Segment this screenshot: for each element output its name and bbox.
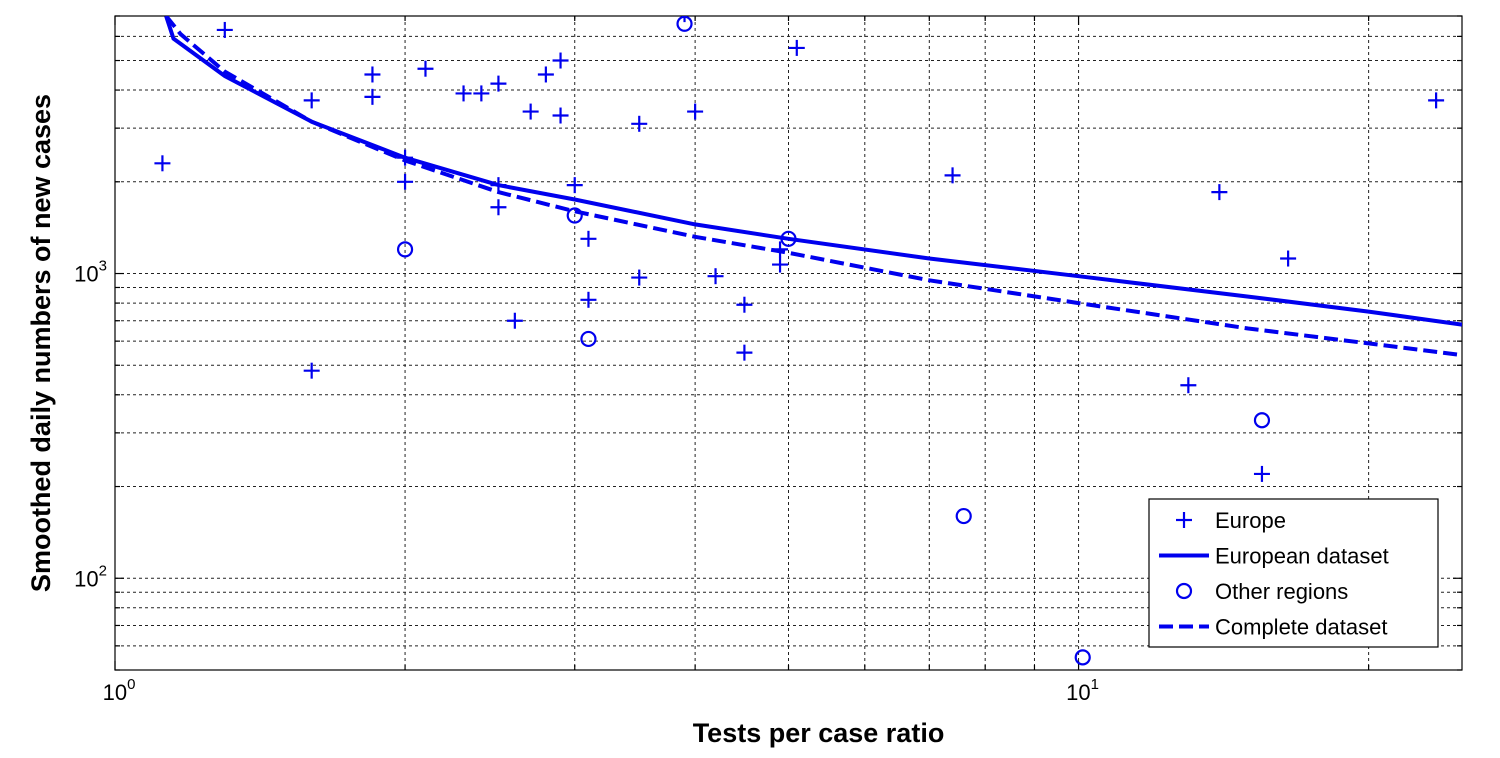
europe-point xyxy=(552,107,569,124)
europe-point xyxy=(788,39,805,56)
legend: Europe European dataset Other regions Compl… xyxy=(1148,498,1439,648)
other-region-point xyxy=(676,16,693,32)
axis-ticks: 100 101 102 103 xyxy=(74,15,1462,705)
x-axis-title: Tests per case ratio xyxy=(693,718,945,748)
europe-point xyxy=(580,230,597,247)
europe-point xyxy=(473,85,490,102)
europe-point xyxy=(707,268,724,285)
series-european-dataset xyxy=(164,16,1462,327)
other-region-point xyxy=(1253,412,1271,429)
y-tick-label: 102 xyxy=(74,562,107,591)
x-tick-label: 101 xyxy=(1066,676,1099,705)
europe-point xyxy=(490,199,507,216)
europe-point xyxy=(566,177,583,194)
legend-label: Europe xyxy=(1215,508,1286,533)
complete-dataset-line xyxy=(164,16,1462,358)
legend-label: Other regions xyxy=(1215,579,1348,604)
europe-point xyxy=(736,296,753,313)
other-region-point xyxy=(566,207,583,224)
grid xyxy=(115,16,1462,670)
series-layer xyxy=(154,16,1462,666)
europe-point xyxy=(216,21,233,38)
legend-item: Other regions xyxy=(1175,579,1348,604)
europe-point xyxy=(552,52,569,69)
european-dataset-line xyxy=(164,16,1462,327)
europe-point xyxy=(687,103,704,120)
europe-point xyxy=(303,362,320,379)
other-region-point xyxy=(780,230,797,247)
europe-point xyxy=(772,256,789,273)
legend-box xyxy=(1148,498,1439,648)
europe-point xyxy=(580,291,597,308)
legend-item: Complete dataset xyxy=(1159,615,1387,640)
europe-point xyxy=(537,66,554,83)
other-region-point xyxy=(955,507,972,525)
y-axis-title: Smoothed daily numbers of new cases xyxy=(26,94,56,592)
europe-point xyxy=(417,60,434,77)
europe-point xyxy=(364,66,381,83)
legend-item: European dataset xyxy=(1159,544,1389,569)
legend-label: European dataset xyxy=(1215,544,1389,569)
other-region-point xyxy=(580,330,597,348)
europe-point xyxy=(303,92,320,109)
other-region-point xyxy=(1074,649,1091,666)
europe-point xyxy=(1211,184,1228,201)
legend-circle-icon xyxy=(1175,582,1193,600)
europe-point xyxy=(683,16,686,23)
other-region-point xyxy=(396,241,414,258)
legend-label: Complete dataset xyxy=(1215,615,1387,640)
series-europe xyxy=(154,16,1445,482)
europe-point xyxy=(944,167,961,184)
europe-point xyxy=(522,103,539,120)
europe-point xyxy=(631,269,648,286)
legend-item: Europe xyxy=(1176,508,1286,533)
europe-point xyxy=(736,344,753,361)
europe-point xyxy=(364,88,381,105)
europe-point xyxy=(1280,250,1297,267)
series-other-regions xyxy=(396,16,1271,666)
europe-point xyxy=(154,155,171,172)
y-tick-label: 103 xyxy=(74,258,107,287)
legend-plus-icon xyxy=(1176,512,1192,528)
europe-point xyxy=(1428,92,1445,109)
x-tick-label: 100 xyxy=(103,676,136,705)
europe-point xyxy=(1180,377,1197,394)
europe-point xyxy=(631,115,648,132)
europe-point xyxy=(1253,465,1270,482)
europe-point xyxy=(455,85,472,102)
europe-point xyxy=(490,75,507,92)
series-complete-dataset xyxy=(164,16,1462,358)
europe-point xyxy=(397,173,414,190)
europe-point xyxy=(506,312,523,329)
